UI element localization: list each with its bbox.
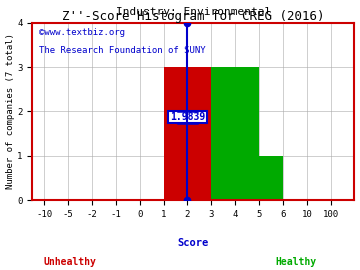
Text: Unhealthy: Unhealthy xyxy=(43,257,96,267)
Bar xyxy=(164,67,211,200)
X-axis label: Score: Score xyxy=(178,238,209,248)
Text: Healthy: Healthy xyxy=(276,257,317,267)
Text: The Research Foundation of SUNY: The Research Foundation of SUNY xyxy=(39,46,206,55)
Text: 1.9839: 1.9839 xyxy=(170,112,205,122)
Text: Industry: Environmental: Industry: Environmental xyxy=(116,7,271,17)
Bar xyxy=(211,67,259,200)
Text: ©www.textbiz.org: ©www.textbiz.org xyxy=(39,28,125,37)
Title: Z''-Score Histogram for CREG (2016): Z''-Score Histogram for CREG (2016) xyxy=(62,10,325,23)
Y-axis label: Number of companies (7 total): Number of companies (7 total) xyxy=(5,33,14,189)
Bar xyxy=(259,156,283,200)
